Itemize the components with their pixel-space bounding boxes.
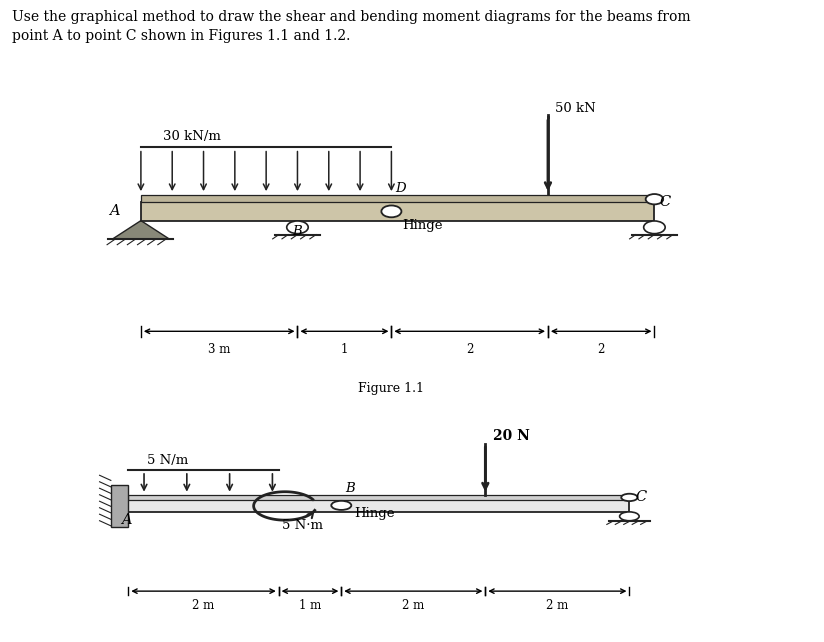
Bar: [141, 195, 654, 202]
Circle shape: [287, 221, 308, 234]
Text: 5 N·m: 5 N·m: [282, 519, 323, 532]
Text: 50 kN: 50 kN: [555, 102, 597, 115]
Bar: [141, 202, 654, 221]
Polygon shape: [113, 221, 169, 239]
Text: point A to point C shown in Figures 1.1 and 1.2.: point A to point C shown in Figures 1.1 …: [12, 29, 351, 43]
Text: 2 m: 2 m: [402, 599, 424, 612]
Text: 2: 2: [597, 343, 605, 356]
Text: 5 N/m: 5 N/m: [147, 454, 189, 467]
Text: 2 m: 2 m: [192, 599, 215, 612]
Bar: [129, 499, 630, 512]
Text: A: A: [121, 514, 132, 527]
Circle shape: [621, 494, 638, 501]
Text: 20 N: 20 N: [493, 429, 530, 443]
Bar: [129, 495, 630, 499]
Circle shape: [644, 221, 665, 234]
Text: Figure 1.1: Figure 1.1: [358, 382, 424, 395]
Text: B: B: [293, 225, 302, 238]
Text: 1: 1: [341, 343, 348, 356]
Circle shape: [331, 501, 351, 510]
Text: C: C: [635, 490, 647, 504]
Text: Hinge: Hinge: [403, 219, 443, 232]
Text: A: A: [110, 204, 120, 218]
Circle shape: [646, 194, 663, 204]
Text: Use the graphical method to draw the shear and bending moment diagrams for the b: Use the graphical method to draw the she…: [12, 10, 691, 24]
Text: 3 m: 3 m: [208, 343, 231, 356]
Text: B: B: [346, 482, 355, 495]
Circle shape: [382, 205, 401, 217]
Text: C: C: [659, 195, 671, 209]
Text: Hinge: Hinge: [353, 507, 395, 520]
Text: 1 m: 1 m: [299, 599, 321, 612]
Circle shape: [620, 512, 639, 521]
Bar: [111, 485, 129, 527]
Text: 2 m: 2 m: [546, 599, 569, 612]
Text: D: D: [396, 182, 405, 195]
Text: 2: 2: [466, 343, 473, 356]
Text: 30 kN/m: 30 kN/m: [163, 130, 221, 143]
